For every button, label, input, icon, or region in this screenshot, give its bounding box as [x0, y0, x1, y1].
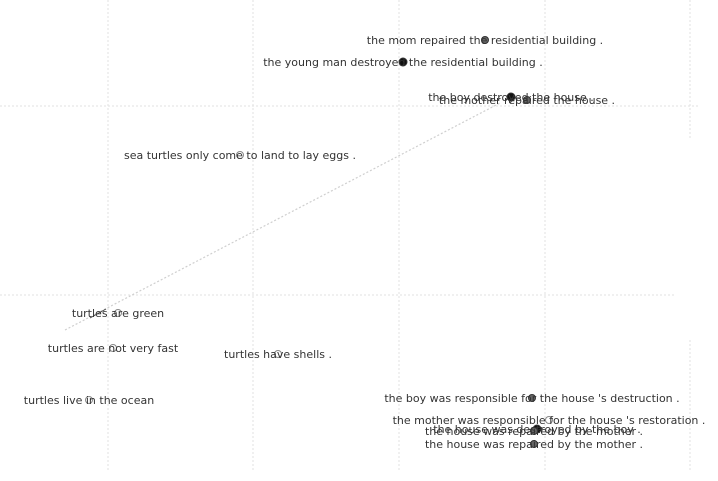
scatter-points: [85, 36, 553, 448]
grid-lines: [0, 0, 700, 472]
scatter-point[interactable]: [506, 92, 516, 102]
point-label: the house was destroyed by the boy .: [433, 423, 641, 436]
scatter-point[interactable]: [530, 440, 538, 448]
scatter-point[interactable]: [523, 96, 531, 104]
trajectory-trail: [64, 102, 501, 331]
point-labels: the mom repaired the residential buildin…: [24, 34, 706, 451]
point-label: turtles have shells .: [224, 348, 332, 361]
point-label: the young man destroyed the residential …: [263, 56, 543, 69]
scatter-point[interactable]: [109, 344, 117, 352]
scatter-point[interactable]: [530, 427, 538, 435]
point-label: the house was repaired by the mother .: [425, 438, 643, 451]
scatter-point[interactable]: [114, 309, 122, 317]
scatter-point[interactable]: [528, 394, 536, 402]
point-label: the mother repaired the house .: [439, 94, 615, 107]
point-label: the mother was responsible for the house…: [393, 414, 706, 427]
point-label: the boy destroyed the house .: [428, 91, 594, 104]
point-label: turtles live in the ocean: [24, 394, 154, 407]
point-label: turtles are green: [72, 307, 164, 320]
point-label: turtles are not very fast: [48, 342, 179, 355]
trail-line: [64, 102, 501, 331]
point-label: the house was repaired by the mother .: [425, 425, 643, 438]
scatter-point[interactable]: [481, 36, 489, 44]
scatter-point[interactable]: [398, 57, 408, 67]
scatter-point[interactable]: [274, 350, 282, 358]
scatter-point[interactable]: [545, 416, 553, 424]
point-label: sea turtles only come to land to lay egg…: [124, 149, 356, 162]
trail-start-tick: [89, 308, 107, 319]
point-label: the boy was responsible for the house 's…: [384, 392, 679, 405]
point-label: the mom repaired the residential buildin…: [367, 34, 603, 47]
scatter-point[interactable]: [85, 396, 93, 404]
scatter-point[interactable]: [236, 151, 244, 159]
